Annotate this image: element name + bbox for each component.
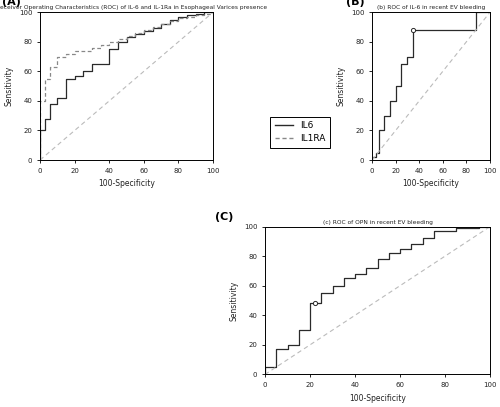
- Text: (B): (B): [346, 0, 364, 7]
- X-axis label: 100-Specificity: 100-Specificity: [98, 179, 155, 188]
- Text: (A): (A): [2, 0, 21, 7]
- Y-axis label: Sensitivity: Sensitivity: [4, 66, 14, 106]
- Y-axis label: Sensitivity: Sensitivity: [230, 280, 238, 321]
- Text: (C): (C): [216, 212, 234, 222]
- X-axis label: 100-Specificity: 100-Specificity: [349, 394, 406, 403]
- X-axis label: 100-Specificity: 100-Specificity: [402, 179, 460, 188]
- Legend: IL6, IL1RA: IL6, IL1RA: [270, 117, 330, 148]
- Y-axis label: Sensitivity: Sensitivity: [336, 66, 345, 106]
- Title: (b) ROC of IL-6 in recent EV bleeding: (b) ROC of IL-6 in recent EV bleeding: [377, 5, 485, 11]
- Title: (a) Receiver Operating Characteristics (ROC) of IL-6 and IL-1Ra in Esophageal Va: (a) Receiver Operating Characteristics (…: [0, 5, 267, 11]
- Title: (c) ROC of OPN in recent EV bleeding: (c) ROC of OPN in recent EV bleeding: [322, 220, 432, 225]
